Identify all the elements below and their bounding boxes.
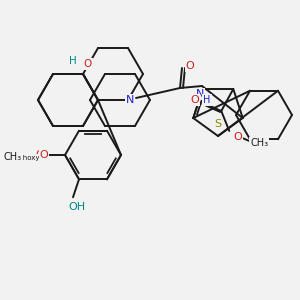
Text: O: O [186, 61, 194, 71]
Text: CH₃: CH₃ [4, 152, 22, 162]
Text: N: N [196, 89, 204, 99]
Text: O: O [190, 95, 199, 105]
Text: H: H [69, 56, 77, 66]
Text: H: H [203, 95, 211, 105]
Text: N: N [126, 95, 134, 105]
Text: CH₃: CH₃ [250, 138, 268, 148]
Text: O: O [40, 150, 48, 160]
Text: S: S [214, 119, 222, 129]
Text: O: O [233, 132, 242, 142]
Text: O: O [35, 150, 43, 160]
Text: methoxy: methoxy [10, 155, 40, 161]
Text: OH: OH [68, 202, 86, 212]
Text: O: O [84, 59, 92, 69]
